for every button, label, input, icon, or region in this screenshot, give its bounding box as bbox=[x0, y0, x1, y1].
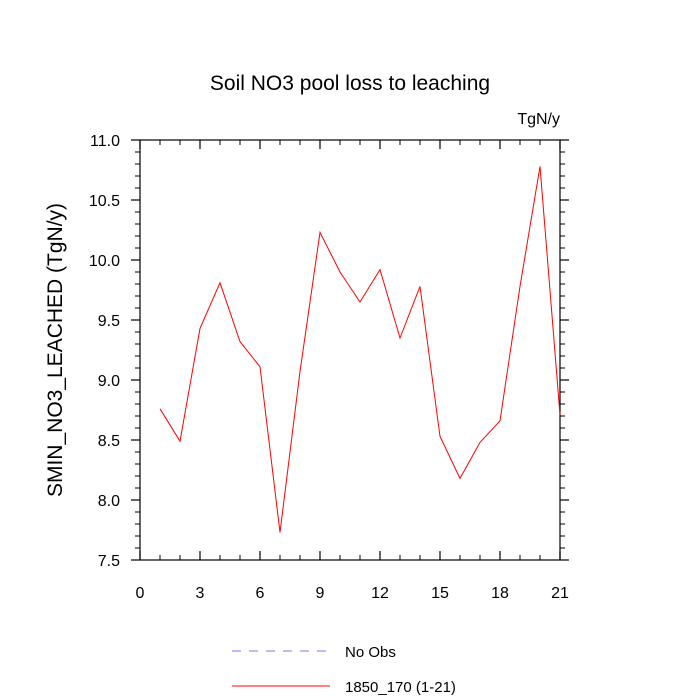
y-tick-label: 11.0 bbox=[90, 133, 120, 150]
y-tick-label: 10.0 bbox=[89, 253, 120, 270]
y-tick-label: 7.5 bbox=[98, 553, 120, 570]
legend-label-no-obs: No Obs bbox=[345, 644, 396, 661]
y-tick-label: 8.5 bbox=[98, 433, 120, 450]
x-tick-label: 9 bbox=[316, 585, 325, 602]
x-tick-label: 12 bbox=[371, 585, 389, 602]
legend: No Obs 1850_170 (1-21) bbox=[232, 644, 456, 696]
x-tick-label: 6 bbox=[256, 585, 265, 602]
x-tick-label: 21 bbox=[551, 585, 569, 602]
units-label: TgN/y bbox=[517, 111, 560, 128]
legend-label-series: 1850_170 (1-21) bbox=[345, 679, 456, 696]
y-tick-label: 10.5 bbox=[89, 193, 120, 210]
series-layer bbox=[159, 166, 561, 533]
y-tick-label: 9.0 bbox=[98, 373, 120, 390]
x-tick-label: 15 bbox=[431, 585, 449, 602]
y-tick-label: 9.5 bbox=[98, 313, 120, 330]
y-tick-label: 8.0 bbox=[98, 493, 120, 510]
x-tick-label: 18 bbox=[491, 585, 509, 602]
axis-ticks: 0 3 6 9 12 15 18 21 7.5 8.0 8.5 9.0 9.5 10.0 10.5 11.0 bbox=[89, 133, 569, 602]
plot-frame bbox=[139, 139, 561, 561]
x-tick-label: 0 bbox=[136, 585, 145, 602]
y-axis-label: SMIN_NO3_LEACHED (TgN/y) bbox=[44, 203, 67, 497]
x-tick-label: 3 bbox=[196, 585, 205, 602]
series-line bbox=[159, 166, 561, 533]
chart-title: Soil NO3 pool loss to leaching bbox=[210, 72, 490, 95]
